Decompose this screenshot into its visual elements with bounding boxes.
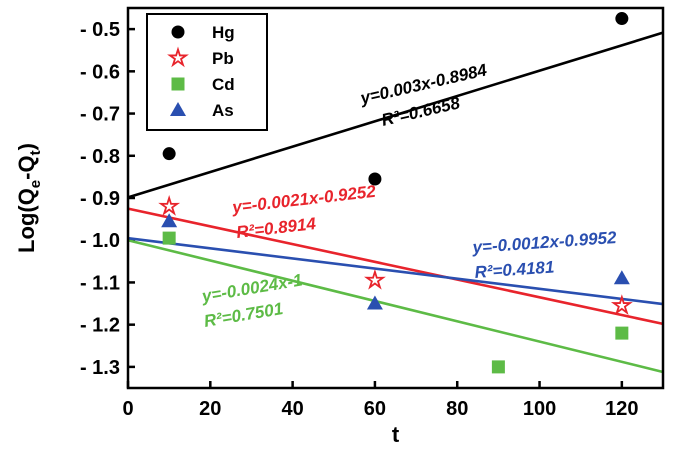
y-tick-label: - 0.6 [80,61,120,83]
x-tick-label: 40 [281,398,303,420]
fit-line-as [127,236,664,306]
data-point-hg [368,172,382,186]
data-point-cd [162,231,176,245]
legend-label-hg: Hg [212,23,235,42]
y-tick-label: - 0.5 [80,19,120,41]
x-tick-label: 20 [199,398,221,420]
y-axis-label: Log(Qe-Qt) [14,143,44,253]
data-point-cd [491,360,505,374]
fit-equation-pb: y=-0.0021x-0.9252 [230,182,377,217]
fit-lines-layer [127,31,664,374]
x-axis-label: t [392,422,400,446]
data-point-as [613,270,630,285]
x-tick-label: 0 [122,398,133,420]
fit-line-pb [127,207,664,326]
fit-line-cd [127,238,664,374]
legend-marker-cd [171,77,185,91]
x-tick-label: 60 [364,398,386,420]
data-point-pb [364,268,386,290]
legend: Hg Pb Cd As [146,13,268,131]
legend-marker-pb [167,46,189,68]
fit-line-hg [127,31,664,199]
y-tick-label: - 0.8 [80,146,120,168]
fit-equation-cd: y=-0.0024x-1 [200,270,304,306]
legend-label-pb: Pb [212,49,234,68]
y-tick-label: - 1.0 [80,230,120,252]
legend-marker-hg [171,25,185,39]
x-tick-label: 80 [446,398,468,420]
data-point-pb [610,294,633,315]
y-axis-label-part: Log(Q [14,188,39,253]
data-point-cd [615,326,629,340]
y-tick-label: - 1.2 [80,315,120,337]
legend-label-cd: Cd [212,75,235,94]
data-point-hg [162,147,176,161]
legend-marker-as [170,102,186,116]
fit-r2-as: R²=0.4181 [474,257,555,282]
y-axis-label-part: e [27,180,44,188]
x-tick-label: 100 [523,398,556,420]
y-tick-label: - 0.7 [80,104,120,126]
plot-frame [126,6,665,390]
legend-box [146,13,268,131]
fit-equation-as: y=-0.0012x-0.9952 [471,228,618,257]
y-tick-label: - 1.1 [80,272,120,294]
y-axis-label-part: ) [14,143,39,150]
fit-r2-pb: R²=0.8914 [235,214,317,242]
data-point-as [161,213,178,228]
points-layer [158,12,633,374]
data-point-hg [615,12,629,26]
data-point-pb [158,194,181,216]
y-axis-label-part: -Q [14,155,39,179]
x-tick-label: 120 [605,398,638,420]
y-axis-label-part: t [27,150,44,155]
y-tick-label: - 1.3 [80,357,120,379]
data-point-as [366,295,383,310]
legend-label-as: As [212,101,234,120]
y-tick-label: - 0.9 [80,188,120,210]
